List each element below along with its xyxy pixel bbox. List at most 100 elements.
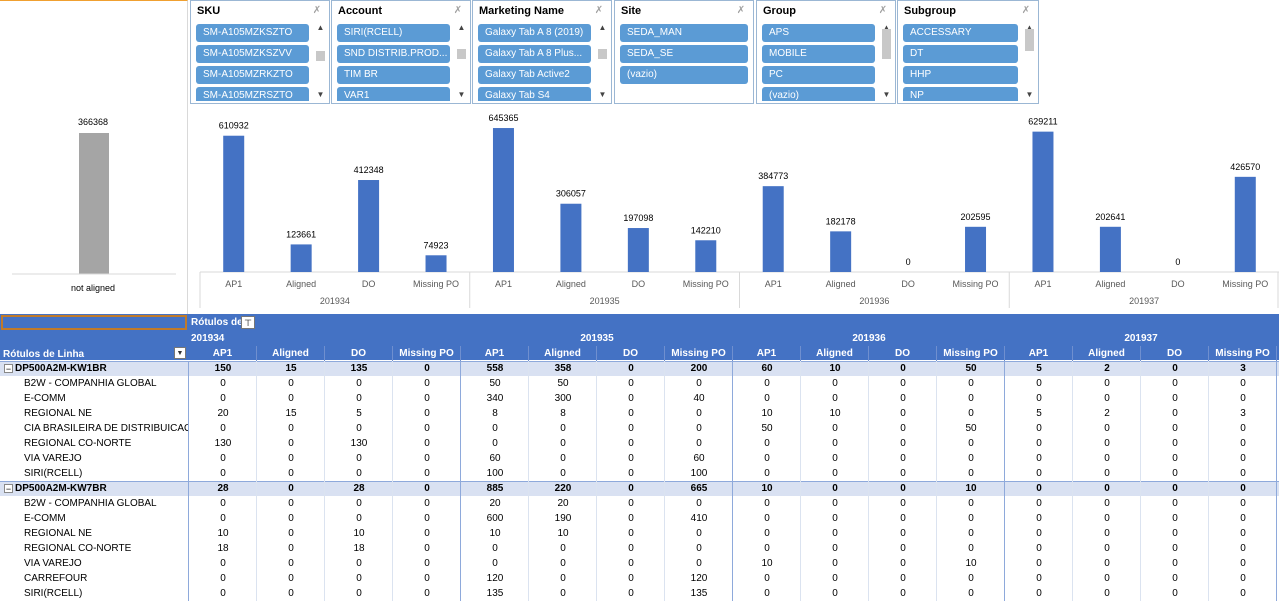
slicer-item[interactable]: TIM BR bbox=[337, 66, 450, 84]
slicer-item[interactable]: Galaxy Tab A 8 Plus... bbox=[478, 45, 591, 63]
slicer-scrollbar[interactable]: ▲ ▼ bbox=[315, 23, 326, 100]
slicer-scrollbar[interactable]: ▲ ▼ bbox=[881, 23, 892, 100]
slicer-item[interactable]: SM-A105MZKSZVV bbox=[196, 45, 309, 63]
value-cell: 0 bbox=[764, 438, 770, 449]
bar-data-label: 610932 bbox=[219, 121, 249, 131]
group-total-cell: 5 bbox=[1036, 363, 1042, 374]
value-cell: 0 bbox=[560, 573, 566, 584]
slicer-scrollbar[interactable]: ▲ ▼ bbox=[1024, 23, 1035, 100]
row-filter-dropdown-icon[interactable]: ▼ bbox=[174, 347, 186, 359]
column-separator bbox=[1140, 361, 1141, 601]
value-cell: 0 bbox=[764, 498, 770, 509]
bar-data-label: 412348 bbox=[354, 165, 384, 175]
slicer-item[interactable]: SEDA_MAN bbox=[620, 24, 748, 42]
slicer-item[interactable]: Galaxy Tab Active2 bbox=[478, 66, 591, 84]
value-cell: 0 bbox=[1036, 468, 1042, 479]
measure-header: AP1 bbox=[1005, 346, 1073, 361]
clear-filter-icon[interactable]: ✗ bbox=[736, 5, 746, 16]
value-cell: 0 bbox=[1172, 423, 1178, 434]
value-cell: 0 bbox=[492, 543, 498, 554]
clear-filter-icon[interactable]: ✗ bbox=[453, 5, 463, 16]
value-cell: 3 bbox=[1240, 408, 1246, 419]
clear-filter-icon[interactable]: ✗ bbox=[1021, 5, 1031, 16]
value-cell: 0 bbox=[628, 588, 634, 599]
slicer-item[interactable]: (vazio) bbox=[762, 87, 875, 101]
slicer-item[interactable]: SIRI(RCELL) bbox=[337, 24, 450, 42]
selected-cell[interactable] bbox=[1, 315, 187, 330]
value-cell: 0 bbox=[288, 558, 294, 569]
column-separator bbox=[188, 361, 189, 601]
slicer-item[interactable]: HHP bbox=[903, 66, 1018, 84]
scroll-down-icon[interactable]: ▼ bbox=[457, 90, 466, 99]
value-cell: 0 bbox=[900, 528, 906, 539]
clear-filter-icon[interactable]: ✗ bbox=[312, 5, 322, 16]
group-total-cell: 0 bbox=[628, 363, 634, 374]
value-cell: 0 bbox=[968, 528, 974, 539]
value-cell: 0 bbox=[1172, 558, 1178, 569]
value-cell: 0 bbox=[628, 423, 634, 434]
value-cell: 0 bbox=[900, 543, 906, 554]
scroll-up-icon[interactable]: ▲ bbox=[1025, 23, 1034, 32]
slicer-item[interactable]: SM-A105MZKSZTO bbox=[196, 24, 309, 42]
value-cell: 130 bbox=[214, 438, 232, 449]
slicer-item[interactable]: DT bbox=[903, 45, 1018, 63]
value-cell: 0 bbox=[832, 453, 838, 464]
bar-201934-do bbox=[358, 180, 380, 272]
column-filter-icon[interactable]: ⊤ bbox=[241, 316, 255, 329]
slicer-item[interactable]: MOBILE bbox=[762, 45, 875, 63]
slicer-item[interactable]: Galaxy Tab A 8 (2019) bbox=[478, 24, 591, 42]
slicer-item[interactable]: PC bbox=[762, 66, 875, 84]
scroll-down-icon[interactable]: ▼ bbox=[1025, 90, 1034, 99]
slicer-item[interactable]: SM-A105MZRSZTO bbox=[196, 87, 309, 101]
bar-201935-do bbox=[627, 228, 649, 272]
measure-header: DO bbox=[1141, 346, 1209, 361]
value-cell: 0 bbox=[628, 378, 634, 389]
value-cell: 0 bbox=[1036, 528, 1042, 539]
group-tick-label: 201937 bbox=[1129, 296, 1159, 306]
value-cell: 60 bbox=[489, 453, 501, 464]
scroll-down-icon[interactable]: ▼ bbox=[316, 90, 325, 99]
group-total-cell: 10 bbox=[965, 483, 977, 494]
value-cell: 10 bbox=[353, 528, 365, 539]
scroll-up-icon[interactable]: ▲ bbox=[882, 23, 891, 32]
value-cell: 0 bbox=[220, 498, 226, 509]
slicer-title: SKU bbox=[197, 5, 221, 17]
value-cell: 10 bbox=[761, 558, 773, 569]
slicer-item[interactable]: (vazio) bbox=[620, 66, 748, 84]
row-label: REGIONAL CO-NORTE bbox=[24, 438, 132, 449]
column-separator bbox=[664, 361, 665, 601]
scroll-up-icon[interactable]: ▲ bbox=[457, 23, 466, 32]
group-total-cell: 0 bbox=[1036, 483, 1042, 494]
slicer-item[interactable]: VAR1 bbox=[337, 87, 450, 101]
collapse-icon[interactable]: − bbox=[4, 364, 13, 373]
clear-filter-icon[interactable]: ✗ bbox=[878, 5, 888, 16]
slicer-item[interactable]: APS bbox=[762, 24, 875, 42]
slicer-item[interactable]: SND DISTRIB.PROD... bbox=[337, 45, 450, 63]
slicer-scrollbar[interactable]: ▲ ▼ bbox=[456, 23, 467, 100]
group-total-cell: 0 bbox=[832, 483, 838, 494]
collapse-icon[interactable]: − bbox=[4, 484, 13, 493]
week-header-201936: 201936 bbox=[852, 333, 886, 344]
row-label: B2W - COMPANHIA GLOBAL bbox=[24, 498, 157, 509]
scroll-up-icon[interactable]: ▲ bbox=[316, 23, 325, 32]
slicer-item[interactable]: SEDA_SE bbox=[620, 45, 748, 63]
column-separator bbox=[1208, 361, 1209, 601]
slicer-item[interactable]: SM-A105MZRKZTO bbox=[196, 66, 309, 84]
value-cell: 0 bbox=[628, 453, 634, 464]
clear-filter-icon[interactable]: ✗ bbox=[594, 5, 604, 16]
scroll-down-icon[interactable]: ▼ bbox=[598, 90, 607, 99]
category-tick-label: AP1 bbox=[765, 279, 782, 289]
value-cell: 0 bbox=[424, 423, 430, 434]
group-row bbox=[0, 361, 1279, 376]
value-cell: 0 bbox=[424, 513, 430, 524]
value-cell: 10 bbox=[489, 528, 501, 539]
slicer-scrollbar[interactable]: ▲ ▼ bbox=[597, 23, 608, 100]
scroll-up-icon[interactable]: ▲ bbox=[598, 23, 607, 32]
slicer-item[interactable]: NP bbox=[903, 87, 1018, 101]
scroll-down-icon[interactable]: ▼ bbox=[882, 90, 891, 99]
bar-201937-aligned bbox=[1099, 226, 1121, 272]
slicer-item[interactable]: ACCESSARY bbox=[903, 24, 1018, 42]
slicer-item[interactable]: Galaxy Tab S4 bbox=[478, 87, 591, 101]
value-cell: 0 bbox=[832, 528, 838, 539]
value-cell: 0 bbox=[288, 588, 294, 599]
